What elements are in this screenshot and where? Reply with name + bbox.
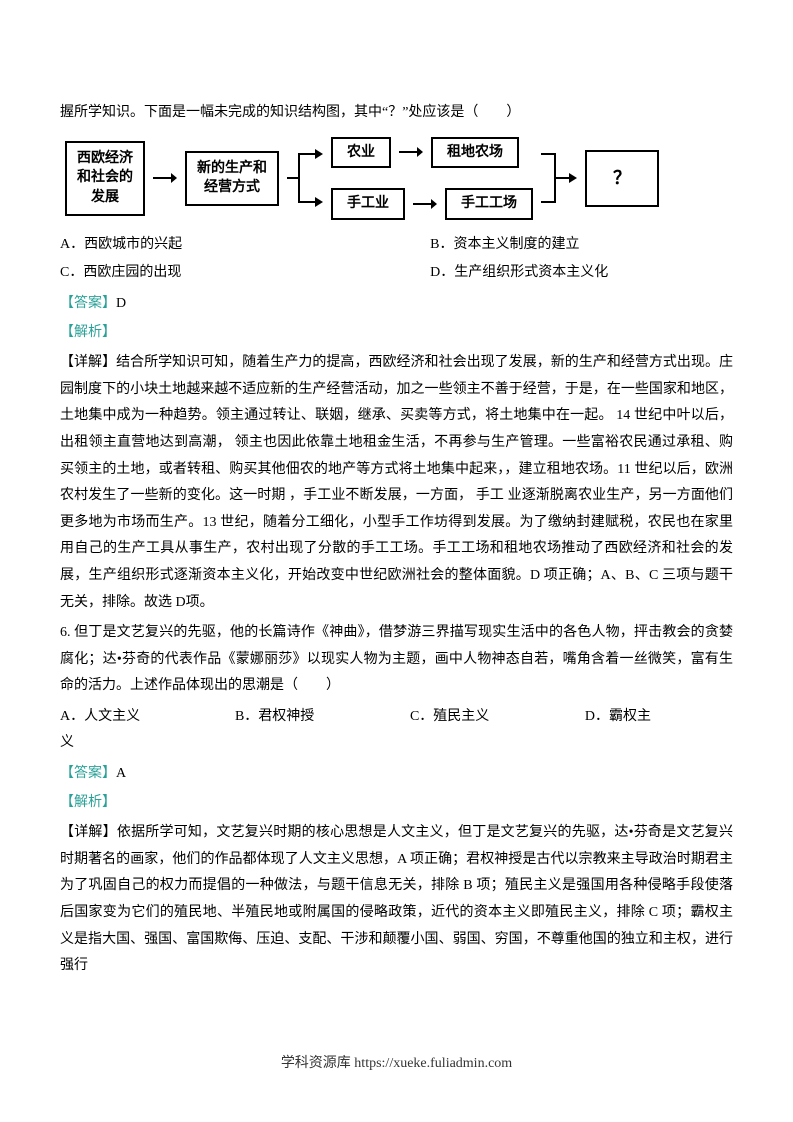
q5-option-b: B．资本主义制度的建立 bbox=[430, 232, 733, 259]
diagram-box-6: 手工工场 bbox=[445, 188, 533, 220]
q6-option-a: A．人文主义 bbox=[60, 704, 235, 731]
q5-option-a: A．西欧城市的兴起 bbox=[60, 232, 430, 259]
q5-analysis-label: 【解析】 bbox=[60, 320, 733, 347]
q6-option-c: C．殖民主义 bbox=[410, 704, 585, 731]
diagram-box-1: 西欧经济和社会的发展 bbox=[65, 141, 145, 216]
q5-intro: 握所学知识。下面是一幅未完成的知识结构图，其中“？”处应该是（ ） bbox=[60, 100, 733, 127]
concept-diagram: 西欧经济和社会的发展 新的生产和经营方式 农业 租地农场 手工业 手工工场 bbox=[60, 137, 733, 220]
q5-option-c: C．西欧庄园的出现 bbox=[60, 260, 430, 287]
merge-arrow-icon bbox=[541, 138, 577, 218]
answer-letter: A bbox=[116, 766, 126, 781]
q6-stem: 6. 但丁是文艺复兴的先驱，他的长篇诗作《神曲》，借梦游三界描写现实生活中的各色… bbox=[60, 620, 733, 700]
q6-option-d-cont: 义 bbox=[60, 730, 733, 757]
q5-detail: 【详解】结合所学知识可知，随着生产力的提高，西欧经济和社会出现了发展，新的生产和… bbox=[60, 350, 733, 616]
diagram-box-4: 租地农场 bbox=[431, 137, 519, 169]
q6-options: A．人文主义 B．君权神授 C．殖民主义 D．霸权主 义 bbox=[60, 704, 733, 757]
arrow-icon bbox=[399, 145, 423, 159]
q6-answer: 【答案】A bbox=[60, 761, 733, 788]
q6-option-d: D．霸权主 bbox=[585, 704, 733, 731]
answer-letter: D bbox=[116, 296, 126, 311]
split-arrow-icon bbox=[287, 138, 323, 218]
diagram-box-5: 手工业 bbox=[331, 188, 405, 220]
q5-options: A．西欧城市的兴起 B．资本主义制度的建立 C．西欧庄园的出现 D．生产组织形式… bbox=[60, 232, 733, 287]
arrow-icon bbox=[413, 197, 437, 211]
diagram-box-7: ？ bbox=[585, 150, 659, 207]
q5-answer: 【答案】D bbox=[60, 291, 733, 318]
page-footer: 学科资源库 https://xueke.fuliadmin.com bbox=[0, 1051, 793, 1078]
answer-label: 【答案】 bbox=[60, 766, 116, 781]
answer-label: 【答案】 bbox=[60, 296, 116, 311]
q5-option-d: D．生产组织形式资本主义化 bbox=[430, 260, 733, 287]
diagram-column-mid: 农业 租地农场 手工业 手工工场 bbox=[331, 137, 533, 220]
diagram-box-3: 农业 bbox=[331, 137, 391, 169]
q6-option-b: B．君权神授 bbox=[235, 704, 410, 731]
diagram-box-2: 新的生产和经营方式 bbox=[185, 151, 279, 206]
arrow-icon bbox=[153, 171, 177, 185]
q6-analysis-label: 【解析】 bbox=[60, 790, 733, 817]
q6-detail: 【详解】依据所学可知，文艺复兴时期的核心思想是人文主义，但丁是文艺复兴的先驱，达… bbox=[60, 820, 733, 980]
